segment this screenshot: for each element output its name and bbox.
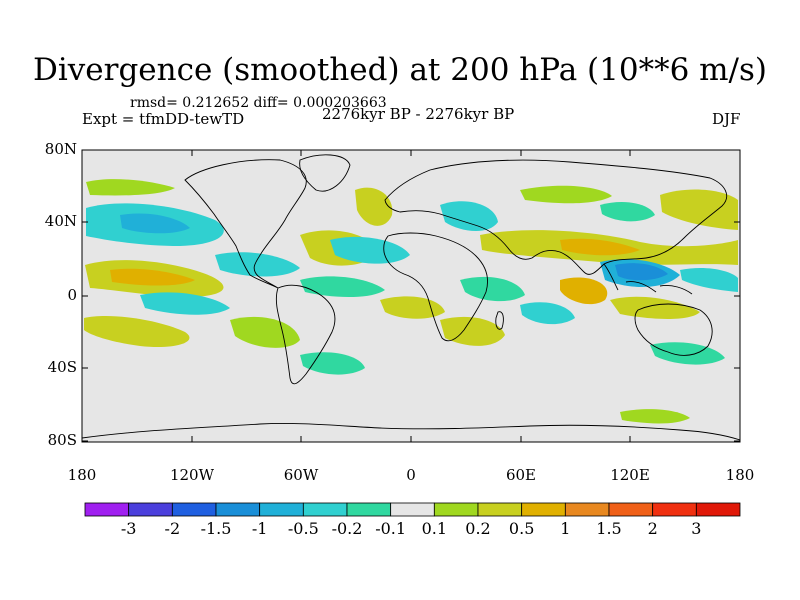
colorbar-label: -3: [120, 519, 137, 538]
coastline-greenland: [299, 154, 351, 192]
colorbar-swatch: [608, 502, 654, 517]
map-title: Divergence (smoothed) at 200 hPa (10**6 …: [33, 52, 767, 88]
field-blob: [215, 252, 300, 277]
colorbar-label: 0.5: [508, 519, 535, 538]
lon-label: 60W: [283, 466, 319, 484]
colorbar-swatch: [346, 502, 392, 517]
lat-ticks: [82, 149, 740, 442]
field-blob: [615, 263, 668, 281]
field-blob: [660, 189, 738, 230]
field-blob: [680, 267, 738, 292]
colorbar-label: 0.1: [421, 519, 448, 538]
coastline-antarctica: [82, 423, 740, 441]
colorbar-swatch: [477, 502, 523, 517]
field-blob: [600, 201, 655, 222]
lat-label: 40S: [47, 358, 77, 376]
lat-label: 80N: [44, 140, 77, 158]
field-blob: [84, 315, 190, 348]
coastline-south-america: [275, 284, 336, 385]
colorbar-label: -1: [251, 519, 268, 538]
colorbar: [84, 502, 741, 517]
colorbar-label: -1.5: [200, 519, 232, 538]
coastline-north-america: [184, 159, 307, 289]
colorbar-label: 1: [560, 519, 571, 538]
coastline-southeast-asia: [603, 263, 693, 295]
lon-label: 120E: [610, 466, 650, 484]
experiment-label: Expt = tfmDD-tewTD: [82, 110, 245, 128]
coastline-madagascar: [495, 311, 504, 330]
colorbar-swatch: [302, 502, 348, 517]
season-label: DJF: [712, 110, 741, 128]
field-blob: [610, 296, 700, 319]
lon-label: 180: [67, 466, 97, 484]
divergence-field: [84, 179, 738, 424]
colorbar-label: 0.2: [465, 519, 491, 538]
colorbar-label: -0.5: [287, 519, 319, 538]
colorbar-swatch: [84, 502, 130, 517]
lon-label: 120W: [169, 466, 215, 484]
field-blob: [330, 236, 410, 264]
coastline-africa: [383, 232, 488, 342]
field-blob: [300, 276, 385, 297]
colorbar-swatch: [128, 502, 173, 517]
colorbar-swatch: [215, 502, 261, 517]
coastlines: [82, 154, 740, 441]
colorbar-label: -2: [164, 519, 181, 538]
field-blob: [520, 302, 575, 325]
colorbar-swatch: [652, 502, 697, 517]
field-blob: [300, 352, 365, 375]
lat-label: 0: [67, 286, 77, 304]
lon-label: 0: [406, 466, 416, 484]
field-blob: [140, 292, 230, 315]
field-blob: [86, 179, 175, 196]
colorbar-swatch: [564, 502, 610, 517]
field-blob: [110, 268, 195, 286]
field-blob: [460, 276, 525, 302]
field-blob: [355, 187, 393, 226]
colorbar-label: 1.5: [596, 519, 622, 538]
lon-ticks: [81, 150, 741, 442]
colorbar-swatch: [433, 502, 479, 517]
field-blob: [620, 409, 690, 424]
colorbar-label: 2: [647, 519, 658, 538]
colorbar-swatch: [521, 502, 566, 517]
colorbar-label: -0.1: [375, 519, 407, 538]
field-blob: [560, 277, 608, 305]
rmsd-diff-stats: rmsd= 0.212652 diff= 0.000203663: [130, 95, 387, 111]
field-blob: [120, 213, 190, 234]
field-blob: [520, 185, 612, 204]
lat-label: 40N: [44, 212, 77, 230]
field-blob: [230, 316, 300, 348]
period-label: 2276kyr BP - 2276kyr BP: [322, 105, 515, 123]
lon-label: 60E: [505, 466, 537, 484]
colorbar-swatch: [171, 502, 217, 517]
colorbar-label: -0.2: [331, 519, 363, 538]
coastline-australia: [634, 303, 713, 356]
colorbar-swatch: [259, 502, 304, 517]
colorbar-swatch: [390, 502, 435, 517]
lon-label: 180: [725, 466, 755, 484]
field-blob: [440, 316, 505, 346]
field-blob: [440, 201, 498, 232]
lat-label: 80S: [47, 431, 77, 449]
field-blob: [560, 238, 640, 256]
colorbar-swatch: [695, 502, 741, 517]
colorbar-label: 3: [691, 519, 702, 538]
